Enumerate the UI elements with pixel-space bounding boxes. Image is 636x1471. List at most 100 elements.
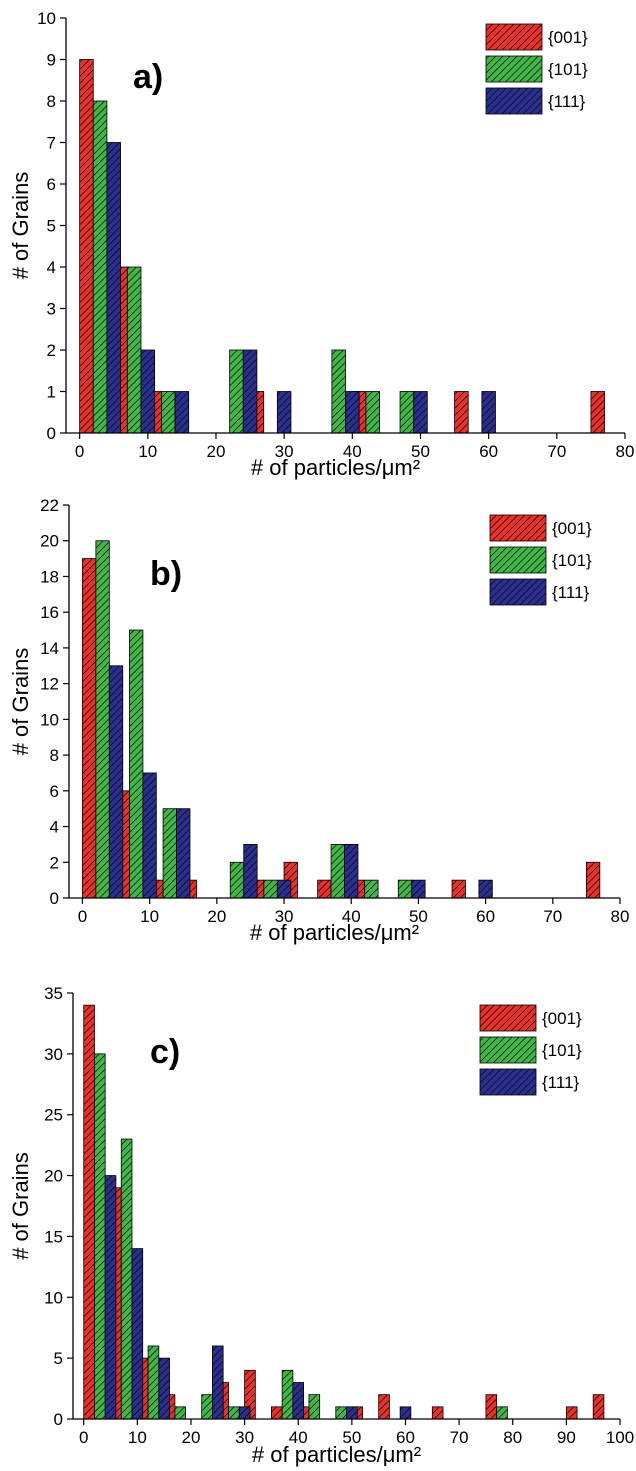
bar-hatch: [331, 350, 346, 433]
x-tick-label: 70: [547, 442, 566, 461]
legend-swatch-hatch: [480, 1005, 536, 1031]
bar-hatch: [228, 1406, 240, 1419]
bar-hatch: [365, 391, 380, 433]
y-tick-label: 7: [47, 134, 56, 153]
x-tick-label: 20: [207, 907, 226, 926]
bar-hatch: [161, 391, 176, 433]
y-tick-label: 1: [47, 383, 56, 402]
bar-hatch: [335, 1406, 347, 1419]
panel-label: b): [150, 555, 182, 593]
x-tick-label: 0: [78, 907, 87, 926]
x-axis-title: # of particles/μm²: [251, 455, 420, 480]
y-axis-title: # of Grains: [8, 172, 33, 280]
bar-hatch: [263, 880, 278, 898]
bar-hatch: [93, 101, 107, 433]
y-tick-label: 20: [44, 1167, 63, 1186]
legend-swatch-hatch: [490, 547, 546, 573]
bar-hatch: [79, 59, 94, 433]
bar-hatch: [127, 267, 141, 433]
bar-hatch: [346, 1406, 358, 1419]
bar-hatch: [398, 880, 412, 898]
x-tick-label: 40: [342, 907, 361, 926]
x-axis-title: # of particles/μm²: [250, 920, 419, 945]
bar-hatch: [158, 1358, 170, 1419]
bar-hatch: [317, 880, 332, 898]
x-tick-label: 60: [396, 1428, 415, 1447]
y-tick-label: 6: [47, 175, 56, 194]
x-tick-label: 100: [606, 1428, 634, 1447]
x-tick-label: 10: [140, 907, 159, 926]
bar-hatch: [308, 1394, 320, 1419]
x-tick-label: 20: [207, 442, 226, 461]
bar-hatch: [364, 880, 379, 898]
panel-label: a): [133, 58, 163, 96]
bar-hatch: [94, 1053, 106, 1419]
bar-hatch: [593, 1394, 604, 1419]
y-tick-label: 6: [50, 782, 59, 801]
legend-swatch-hatch: [480, 1069, 536, 1095]
bar-hatch: [345, 391, 360, 433]
bar-hatch: [109, 665, 123, 898]
x-tick-label: 0: [75, 442, 84, 461]
chart-panel-1: 0 10 20 30 40 50 60 70 80 0 1 2 3 4 5 6 7 8 9 10 # of partic…: [8, 9, 634, 480]
x-tick-label: 70: [543, 907, 562, 926]
y-tick-label: 35: [44, 984, 63, 1003]
x-tick-label: 60: [479, 442, 498, 461]
y-tick-label: 10: [40, 710, 59, 729]
bar-hatch: [378, 1394, 390, 1419]
y-tick-label: 3: [47, 300, 56, 319]
legend-label: {101}: [542, 1041, 582, 1060]
y-tick-label: 15: [44, 1227, 63, 1246]
y-axis-title: # of Grains: [8, 1152, 33, 1260]
legend-swatch-hatch: [486, 24, 542, 50]
bar-hatch: [243, 350, 257, 433]
x-tick-label: 30: [235, 1428, 254, 1447]
bar-hatch: [277, 880, 291, 898]
bar-hatch: [121, 1139, 132, 1419]
x-tick-label: 70: [450, 1428, 469, 1447]
bar-hatch: [481, 391, 496, 433]
x-tick-label: 90: [557, 1428, 576, 1447]
panel-label: c): [150, 1033, 180, 1071]
x-tick-label: 50: [409, 907, 428, 926]
y-tick-label: 18: [40, 567, 59, 586]
bar-hatch: [129, 630, 143, 898]
bar-hatch: [176, 808, 190, 898]
bar-hatch: [282, 1370, 293, 1419]
legend-swatch-hatch: [486, 88, 542, 114]
x-tick-label: 80: [611, 907, 630, 926]
bar-hatch: [148, 1345, 159, 1419]
x-tick-label: 50: [342, 1428, 361, 1447]
y-tick-label: 10: [37, 9, 56, 28]
legend-label: {111}: [542, 1073, 580, 1092]
y-axis-title: # of Grains: [8, 648, 33, 756]
legend-label: {001}: [548, 28, 588, 47]
bar-hatch: [344, 844, 358, 898]
bar-hatch: [400, 391, 414, 433]
bar-hatch: [485, 1394, 497, 1419]
bar-hatch: [163, 808, 177, 898]
bar-hatch: [454, 391, 469, 433]
legend-swatch-hatch: [486, 56, 542, 82]
bar-hatch: [411, 880, 426, 898]
y-tick-label: 2: [50, 853, 59, 872]
y-tick-label: 22: [40, 496, 59, 515]
x-tick-label: 30: [275, 907, 294, 926]
bar-hatch: [244, 1370, 256, 1419]
bar-hatch: [243, 844, 258, 898]
bar-hatch: [331, 844, 345, 898]
bar-hatch: [292, 1382, 304, 1419]
bar-hatch: [212, 1345, 224, 1419]
y-tick-label: 25: [44, 1106, 63, 1125]
bar-hatch: [496, 1406, 508, 1419]
legend-label: {111}: [552, 583, 590, 602]
bar-hatch: [83, 1005, 95, 1419]
x-tick-label: 30: [275, 442, 294, 461]
y-tick-label: 10: [44, 1288, 63, 1307]
x-tick-label: 40: [289, 1428, 308, 1447]
legend-label: {101}: [548, 60, 588, 79]
y-tick-label: 2: [47, 341, 56, 360]
legend-swatch-hatch: [480, 1037, 536, 1063]
bar-hatch: [131, 1248, 143, 1419]
